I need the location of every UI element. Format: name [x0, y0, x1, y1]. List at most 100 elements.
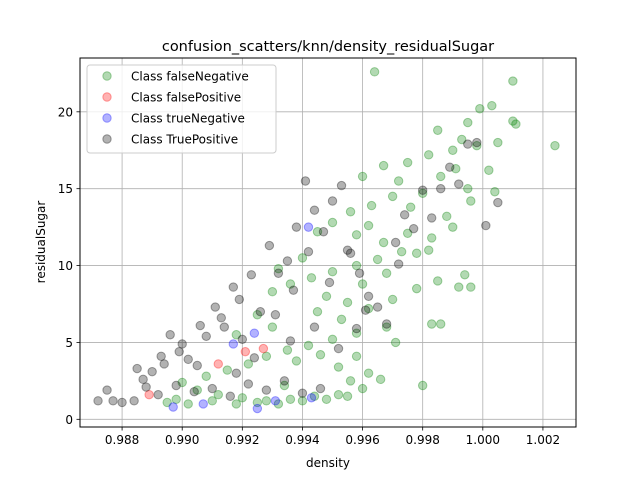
scatter-point: [285, 279, 296, 289]
scatter-point: [207, 383, 217, 394]
scatter-point: [303, 340, 314, 351]
scatter-point: [327, 334, 338, 345]
scatter-point: [252, 403, 263, 414]
scatter-point: [213, 359, 223, 369]
scatter-point: [417, 380, 428, 391]
scatter-point: [207, 396, 217, 406]
x-axis-label: density: [306, 456, 350, 470]
scatter-point: [129, 396, 139, 406]
scatter-point: [249, 328, 260, 338]
scatter-point: [306, 273, 317, 283]
legend-label: Class falseNegative: [131, 70, 249, 84]
scatter-point: [312, 306, 323, 317]
scatter-point: [315, 350, 326, 360]
scatter-point: [424, 245, 434, 255]
scatter-point: [117, 397, 127, 408]
scatter-point: [466, 282, 476, 292]
scatter-point: [270, 396, 281, 406]
scatter-point: [327, 217, 338, 228]
scatter-point: [333, 362, 344, 372]
scatter-point: [297, 388, 308, 398]
scatter-point: [363, 220, 374, 231]
scatter-point: [466, 196, 476, 206]
scatter-point: [219, 322, 229, 332]
scatter-point: [351, 323, 362, 334]
scatter-point: [132, 363, 142, 374]
scatter-point: [508, 116, 518, 126]
scatter-point: [297, 396, 308, 406]
scatter-point: [417, 185, 428, 195]
x-tick-label: 0.996: [345, 433, 379, 447]
scatter-point: [177, 339, 187, 349]
scatter-point: [174, 346, 184, 357]
scatter-point: [306, 393, 317, 403]
legend-marker: [102, 134, 112, 144]
data-points: [93, 67, 560, 414]
scatter-point: [463, 183, 473, 194]
plot-area: 0.988 0.990 0.992 0.994 0.996 0.998 1.000 1.002…: [58, 57, 577, 447]
y-axis-label: residualSugar: [34, 201, 48, 284]
scatter-point: [411, 248, 422, 258]
scatter-point: [387, 294, 398, 305]
scatter-point: [342, 297, 353, 308]
scatter-point: [264, 240, 275, 251]
scatter-point: [309, 391, 320, 401]
scatter-point: [442, 211, 452, 222]
scatter-point: [360, 305, 371, 315]
scatter-point: [366, 200, 377, 211]
scatter-point: [436, 171, 446, 182]
scatter-point: [321, 394, 332, 405]
scatter-point: [189, 386, 199, 397]
scatter-point: [168, 402, 178, 412]
scatter-point: [448, 145, 458, 155]
scatter-point: [279, 380, 290, 391]
scatter-point: [147, 366, 157, 377]
scatter-point: [351, 328, 362, 338]
x-tick-label: 0.994: [285, 433, 319, 447]
scatter-point: [399, 210, 410, 220]
scatter-point: [261, 351, 272, 361]
scatter-point: [267, 287, 278, 297]
scatter-point: [309, 205, 320, 215]
scatter-point: [108, 396, 118, 406]
scatter-point: [252, 310, 263, 320]
legend-box: [86, 64, 277, 154]
scatter-point: [222, 365, 233, 375]
series-2: [168, 222, 317, 414]
scatter-point: [216, 313, 226, 323]
scatter-point: [144, 390, 154, 400]
scatter-point: [210, 302, 220, 312]
scatter-point: [481, 220, 491, 231]
x-axis-ticks: 0.988 0.990 0.992 0.994 0.996 0.998 1.000 1.002: [105, 427, 560, 447]
scatter-point: [291, 222, 302, 232]
scatter-point: [372, 302, 383, 312]
scatter-point: [457, 134, 467, 145]
x-tick-label: 0.992: [225, 433, 259, 447]
chart-title: confusion_scatters/knn/density_residualS…: [162, 39, 494, 55]
scatter-point: [463, 139, 473, 149]
legend-label: Class falsePositive: [131, 91, 241, 105]
scatter-point: [201, 371, 211, 381]
scatter-point: [363, 291, 374, 302]
scatter-point: [381, 319, 392, 329]
scatter-point: [487, 100, 497, 111]
scatter-point: [448, 222, 458, 232]
scatter-point: [213, 390, 223, 400]
scatter-point: [342, 391, 353, 401]
scatter-point: [225, 391, 236, 401]
scatter-point: [282, 345, 293, 355]
series-1: [144, 343, 269, 400]
scatter-point: [378, 160, 389, 171]
scatter-point: [354, 268, 365, 278]
scatter-point: [445, 162, 455, 172]
scatter-point: [231, 399, 242, 409]
legend-marker: [102, 113, 112, 123]
scatter-point: [162, 397, 172, 408]
scatter-point: [249, 353, 260, 363]
scatter-point: [396, 247, 407, 257]
scatter-point: [454, 282, 464, 292]
scatter-point: [357, 383, 368, 394]
scatter-point: [240, 346, 251, 357]
scatter-point: [402, 228, 413, 238]
scatter-point: [261, 396, 272, 406]
